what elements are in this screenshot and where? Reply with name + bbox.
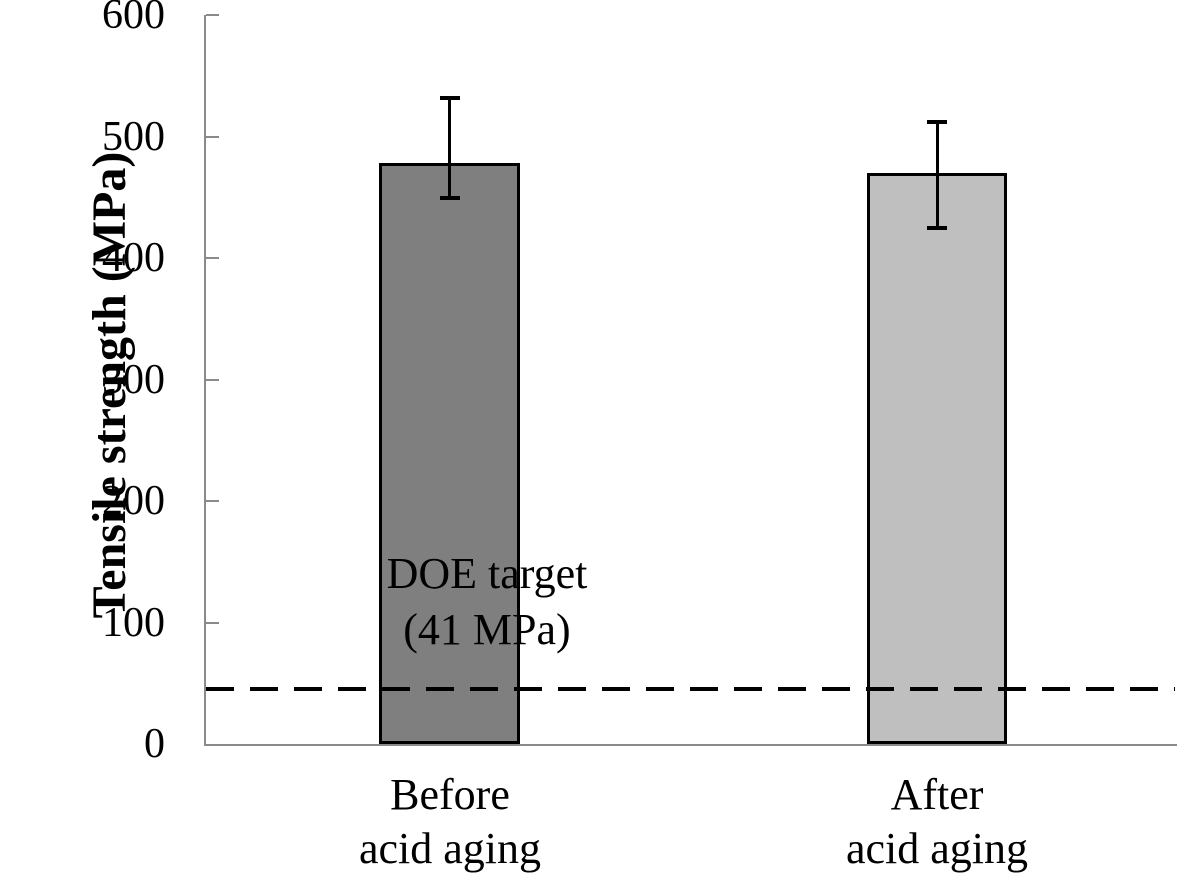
doe-target-dashed-line (206, 687, 1175, 692)
y-tick-label: 100 (102, 599, 165, 646)
bar-group-after (867, 15, 1007, 744)
y-tick-label: 300 (102, 356, 165, 403)
y-tick-mark (206, 500, 219, 502)
doe-target-annotation: DOE target (41 MPa) (387, 546, 588, 658)
category-label-before-line1: Before (390, 770, 510, 819)
plot-area (204, 14, 1177, 746)
category-label-after-line2: acid aging (845, 824, 1029, 873)
category-label-after: After acid aging (846, 768, 1028, 876)
bar-after-acid-aging (867, 173, 1007, 744)
y-tick-mark (206, 621, 219, 624)
category-label-before: Before acid aging (359, 768, 541, 876)
y-tick-mark (206, 14, 219, 16)
error-bar-line-after (935, 121, 939, 228)
category-label-before-line2: acid aging (358, 824, 542, 873)
y-tick-mark (206, 257, 219, 259)
y-tick-label: 200 (102, 478, 165, 524)
x-axis-line (204, 744, 1177, 746)
category-label-after-line1: After (890, 770, 984, 819)
bar-group-before (379, 15, 520, 744)
error-bar-bottom-cap-before (439, 196, 460, 201)
error-bar-top-cap-after (927, 119, 947, 124)
y-axis-line (204, 15, 206, 746)
error-bar-bottom-cap-after (927, 225, 947, 230)
y-tick-label: 0 (144, 721, 165, 767)
doe-target-annotation-line2: (41 MPa) (403, 605, 571, 654)
y-tick-label: 500 (102, 113, 165, 160)
y-tick-mark (206, 378, 219, 381)
error-bar-line-before (448, 97, 451, 199)
y-tick-mark (206, 135, 219, 138)
doe-target-annotation-line1: DOE target (386, 549, 588, 598)
y-tick-label: 600 (102, 0, 165, 38)
error-bar-top-cap-before (439, 95, 460, 100)
y-tick-label: 400 (102, 235, 165, 281)
